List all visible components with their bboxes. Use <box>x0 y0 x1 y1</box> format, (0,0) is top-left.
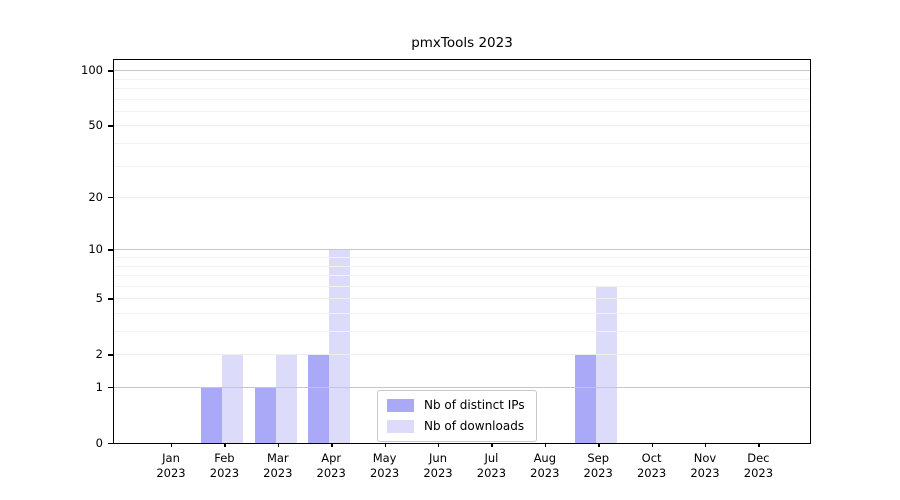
gridline-sub <box>114 354 810 356</box>
legend: Nb of distinct IPs Nb of downloads <box>377 390 537 442</box>
gridline-minor <box>114 313 810 314</box>
legend-swatch-downloads-icon <box>387 419 414 433</box>
x-tick-mark <box>544 443 547 447</box>
bar-downloads-apr <box>329 249 351 443</box>
x-tick-mark <box>491 443 493 447</box>
y-tick-mark <box>108 197 113 199</box>
gridline-minor <box>114 110 810 112</box>
gridline-minor <box>114 88 810 89</box>
gridline-minor <box>114 78 810 80</box>
gridline-sub <box>114 125 810 127</box>
plot-area <box>113 59 811 444</box>
y-tick-label: 0 <box>95 436 103 450</box>
bar-downloads-feb <box>222 354 244 443</box>
x-tick-mark <box>224 443 226 447</box>
x-tick-mark <box>438 443 440 447</box>
y-tick-mark <box>108 70 113 72</box>
gridline-minor <box>114 98 810 100</box>
y-tick-label: 20 <box>88 190 103 205</box>
gridline-minor <box>114 165 810 167</box>
x-tick-mark <box>598 443 600 447</box>
x-tick-label: Oct 2023 <box>636 451 667 480</box>
x-tick-label: Mar 2023 <box>263 451 293 480</box>
bar-distinct-ips-feb <box>201 387 223 443</box>
y-tick-label: 50 <box>88 118 103 133</box>
gridline-minor <box>114 285 810 287</box>
x-tick-label: Jan 2023 <box>156 451 186 480</box>
x-tick-label: Feb 2023 <box>209 451 240 480</box>
y-tick-label: 1 <box>95 380 103 394</box>
gridline-minor <box>114 265 810 267</box>
x-tick-label: Aug 2023 <box>530 451 560 480</box>
y-tick-mark <box>108 443 113 445</box>
legend-swatch-distinct-ips-icon <box>387 398 414 412</box>
gridline-minor <box>114 143 810 144</box>
x-tick-mark <box>277 443 280 447</box>
y-tick-label: 5 <box>95 291 103 306</box>
x-tick-mark <box>171 443 173 447</box>
gridline-minor <box>114 331 810 332</box>
bar-distinct-ips-mar <box>254 387 276 443</box>
x-tick-label: Jul 2023 <box>476 451 507 480</box>
bar-downloads-sep <box>596 285 618 443</box>
x-tick-label: Dec 2023 <box>743 451 774 480</box>
bar-downloads-mar <box>275 354 297 443</box>
x-tick-mark <box>758 443 760 447</box>
x-tick-label: Apr 2023 <box>316 451 346 480</box>
y-tick-mark <box>108 249 113 251</box>
x-tick-mark <box>384 443 386 447</box>
x-tick-label: Jun 2023 <box>423 451 453 480</box>
y-tick-mark <box>108 125 113 127</box>
x-tick-mark <box>651 443 653 447</box>
legend-item-downloads: Nb of downloads <box>387 417 525 435</box>
y-tick-mark <box>108 354 113 356</box>
bar-distinct-ips-sep <box>575 354 597 443</box>
gridline-minor <box>114 275 810 276</box>
gridline-major <box>114 387 810 388</box>
x-tick-label: Nov 2023 <box>690 451 720 480</box>
chart-title: pmxTools 2023 <box>411 35 513 51</box>
y-tick-mark <box>108 387 113 389</box>
gridline-sub <box>114 298 810 300</box>
gridline-minor <box>114 257 810 258</box>
gridline-major <box>114 249 810 251</box>
legend-item-distinct-ips: Nb of distinct IPs <box>387 396 525 414</box>
y-tick-label: 10 <box>88 242 103 257</box>
x-tick-label: Sep 2023 <box>583 451 613 480</box>
x-tick-label: May 2023 <box>369 451 400 480</box>
gridline-sub <box>114 197 810 199</box>
legend-label-downloads: Nb of downloads <box>424 419 525 433</box>
y-tick-label: 2 <box>95 347 103 362</box>
x-tick-mark <box>705 443 707 447</box>
gridline-major <box>114 70 810 72</box>
legend-label-distinct-ips: Nb of distinct IPs <box>424 398 525 412</box>
x-tick-mark <box>331 443 333 447</box>
y-tick-mark <box>108 298 113 300</box>
bar-distinct-ips-apr <box>308 354 330 443</box>
y-tick-label: 100 <box>81 63 103 78</box>
